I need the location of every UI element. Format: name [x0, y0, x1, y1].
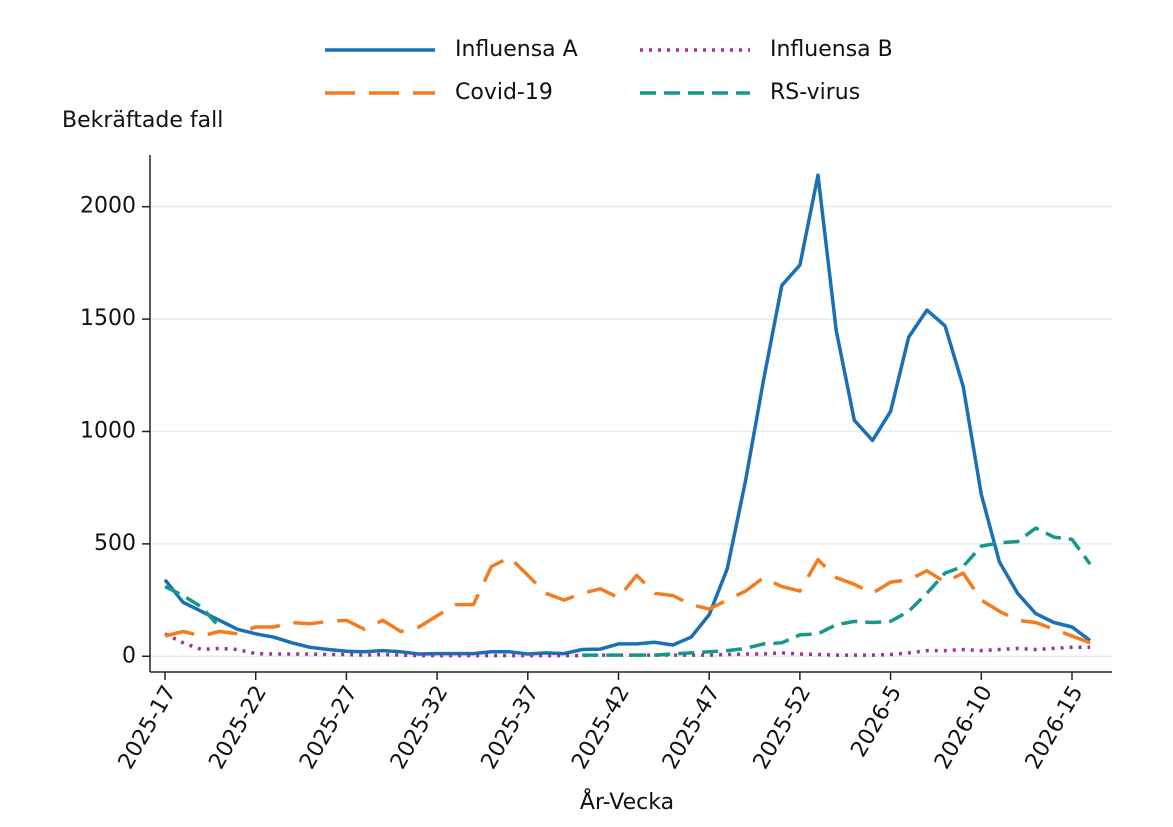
x-tick-label: 2025-42: [567, 682, 635, 774]
x-axis-title: År-Vecka: [580, 788, 674, 815]
legend-label: Influensa B: [770, 37, 893, 62]
x-tick-label: 2025-17: [114, 682, 182, 774]
x-tick-label: 2025-37: [477, 682, 545, 774]
legend-label: Influensa A: [455, 37, 578, 62]
x-tick-label: 2025-52: [749, 682, 817, 774]
series-line: [164, 632, 1091, 658]
y-tick-label: 0: [122, 643, 136, 668]
x-tick-label: 2025-22: [204, 682, 272, 774]
legend-label: Covid-19: [455, 80, 553, 105]
x-tick-label: 2026-5: [846, 682, 907, 762]
x-tick-label: 2025-27: [295, 682, 363, 774]
x-tick-label: 2026-10: [930, 682, 998, 774]
y-tick-label: 2000: [80, 194, 136, 219]
series-line: [164, 526, 1092, 657]
y-tick-label: 500: [94, 531, 136, 556]
x-tick-label: 2025-47: [658, 682, 726, 774]
legend-label: RS-virus: [770, 80, 860, 105]
y-tick-label: 1500: [80, 306, 136, 331]
series-line: [164, 555, 1091, 645]
x-tick-label: 2025-32: [386, 682, 454, 774]
y-axis-title: Bekräftade fall: [62, 108, 223, 133]
series-line: [163, 173, 1092, 656]
x-tick-label: 2026-15: [1021, 682, 1089, 774]
y-tick-label: 1000: [80, 418, 136, 443]
